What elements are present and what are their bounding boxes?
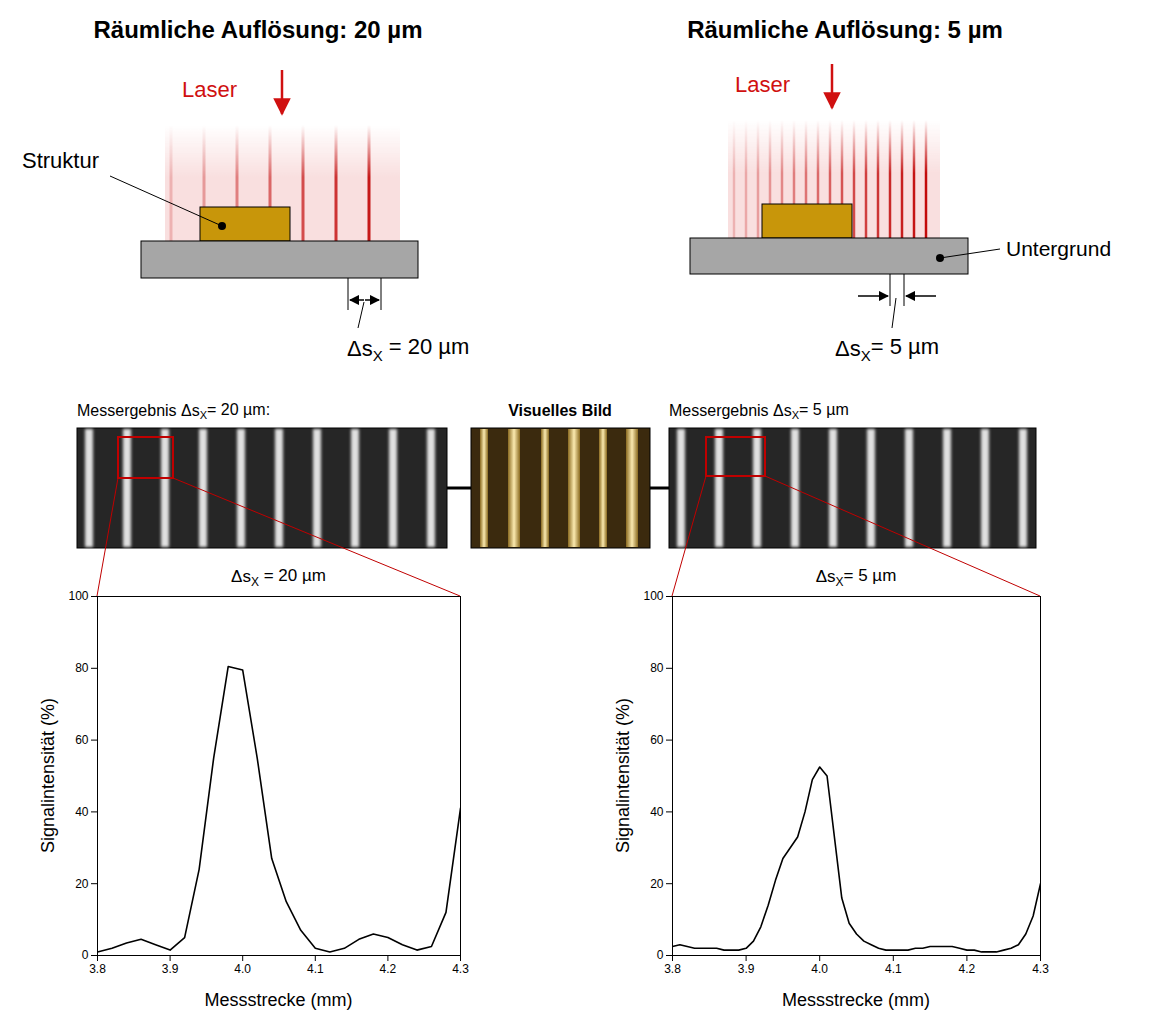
svg-text:3.9: 3.9 bbox=[162, 962, 179, 976]
svg-text:Struktur: Struktur bbox=[22, 148, 99, 173]
svg-text:100: 100 bbox=[643, 589, 663, 603]
svg-text:60: 60 bbox=[650, 733, 664, 747]
svg-text:ΔsX = 20 µm: ΔsX = 20 µm bbox=[347, 334, 469, 364]
svg-text:Laser: Laser bbox=[182, 77, 237, 102]
svg-text:20: 20 bbox=[650, 877, 664, 891]
svg-text:4.2: 4.2 bbox=[380, 962, 397, 976]
svg-text:4.3: 4.3 bbox=[452, 962, 469, 976]
svg-text:80: 80 bbox=[75, 661, 89, 675]
svg-text:Signalintensität (%): Signalintensität (%) bbox=[613, 698, 633, 853]
svg-text:Laser: Laser bbox=[735, 72, 790, 97]
svg-text:4.1: 4.1 bbox=[885, 962, 902, 976]
svg-text:4.1: 4.1 bbox=[307, 962, 324, 976]
svg-text:Messstrecke (mm): Messstrecke (mm) bbox=[205, 990, 353, 1010]
svg-text:ΔsX= 5 µm: ΔsX= 5 µm bbox=[835, 334, 939, 364]
svg-text:100: 100 bbox=[68, 589, 88, 603]
svg-text:60: 60 bbox=[75, 733, 89, 747]
svg-text:Messstrecke (mm): Messstrecke (mm) bbox=[782, 990, 930, 1010]
svg-text:Räumliche Auflösung: 20 µm: Räumliche Auflösung: 20 µm bbox=[94, 16, 423, 43]
svg-text:Messergebnis ΔsX= 5 µm: Messergebnis ΔsX= 5 µm bbox=[669, 401, 849, 422]
svg-text:3.9: 3.9 bbox=[738, 962, 755, 976]
svg-text:Visuelles Bild: Visuelles Bild bbox=[508, 402, 612, 419]
svg-text:Messergebnis ΔsX= 20 µm:: Messergebnis ΔsX= 20 µm: bbox=[77, 401, 270, 422]
svg-text:4.3: 4.3 bbox=[1032, 962, 1049, 976]
svg-text:4.2: 4.2 bbox=[959, 962, 976, 976]
svg-text:4.0: 4.0 bbox=[234, 962, 251, 976]
svg-text:Signalintensität (%): Signalintensität (%) bbox=[38, 698, 58, 853]
svg-text:20: 20 bbox=[75, 877, 89, 891]
svg-text:40: 40 bbox=[650, 805, 664, 819]
svg-text:4.0: 4.0 bbox=[811, 962, 828, 976]
svg-text:Untergrund: Untergrund bbox=[1006, 237, 1111, 260]
svg-text:ΔsX = 20 µm: ΔsX = 20 µm bbox=[231, 566, 326, 589]
svg-text:Räumliche Auflösung: 5 µm: Räumliche Auflösung: 5 µm bbox=[687, 16, 1003, 43]
svg-text:0: 0 bbox=[82, 948, 89, 962]
svg-text:80: 80 bbox=[650, 661, 664, 675]
svg-text:3.8: 3.8 bbox=[664, 962, 681, 976]
svg-text:ΔsX= 5 µm: ΔsX= 5 µm bbox=[816, 566, 897, 589]
svg-text:0: 0 bbox=[657, 948, 664, 962]
svg-text:3.8: 3.8 bbox=[89, 962, 106, 976]
svg-text:40: 40 bbox=[75, 805, 89, 819]
